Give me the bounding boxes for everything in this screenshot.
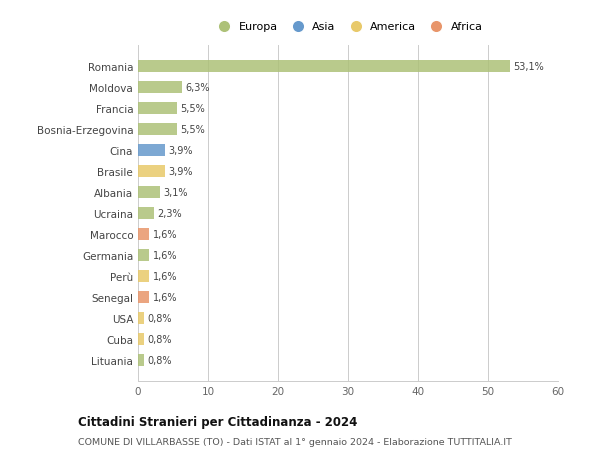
Text: 1,6%: 1,6%	[152, 250, 177, 260]
Text: 53,1%: 53,1%	[513, 62, 544, 72]
Legend: Europa, Asia, America, Africa: Europa, Asia, America, Africa	[209, 18, 487, 37]
Text: Cittadini Stranieri per Cittadinanza - 2024: Cittadini Stranieri per Cittadinanza - 2…	[78, 415, 358, 428]
Text: COMUNE DI VILLARBASSE (TO) - Dati ISTAT al 1° gennaio 2024 - Elaborazione TUTTIT: COMUNE DI VILLARBASSE (TO) - Dati ISTAT …	[78, 437, 512, 446]
Text: 0,8%: 0,8%	[147, 355, 172, 365]
Bar	[138, 61, 510, 73]
Text: 5,5%: 5,5%	[180, 104, 205, 114]
Bar	[138, 145, 166, 157]
Text: 1,6%: 1,6%	[152, 230, 177, 239]
Text: 0,8%: 0,8%	[147, 313, 172, 323]
Text: 3,9%: 3,9%	[169, 146, 193, 156]
Bar	[138, 229, 149, 240]
Text: 6,3%: 6,3%	[185, 83, 210, 93]
Text: 1,6%: 1,6%	[152, 292, 177, 302]
Bar	[138, 333, 143, 345]
Bar	[138, 250, 149, 261]
Bar	[138, 354, 143, 366]
Bar	[138, 291, 149, 303]
Bar	[138, 103, 176, 114]
Bar	[138, 187, 160, 198]
Text: 3,1%: 3,1%	[163, 188, 188, 197]
Bar	[138, 166, 166, 177]
Text: 2,3%: 2,3%	[158, 208, 182, 218]
Text: 3,9%: 3,9%	[169, 167, 193, 177]
Bar	[138, 207, 154, 219]
Bar	[138, 270, 149, 282]
Text: 0,8%: 0,8%	[147, 334, 172, 344]
Bar	[138, 313, 143, 324]
Text: 5,5%: 5,5%	[180, 125, 205, 134]
Bar	[138, 124, 176, 135]
Bar	[138, 82, 182, 94]
Text: 1,6%: 1,6%	[152, 271, 177, 281]
